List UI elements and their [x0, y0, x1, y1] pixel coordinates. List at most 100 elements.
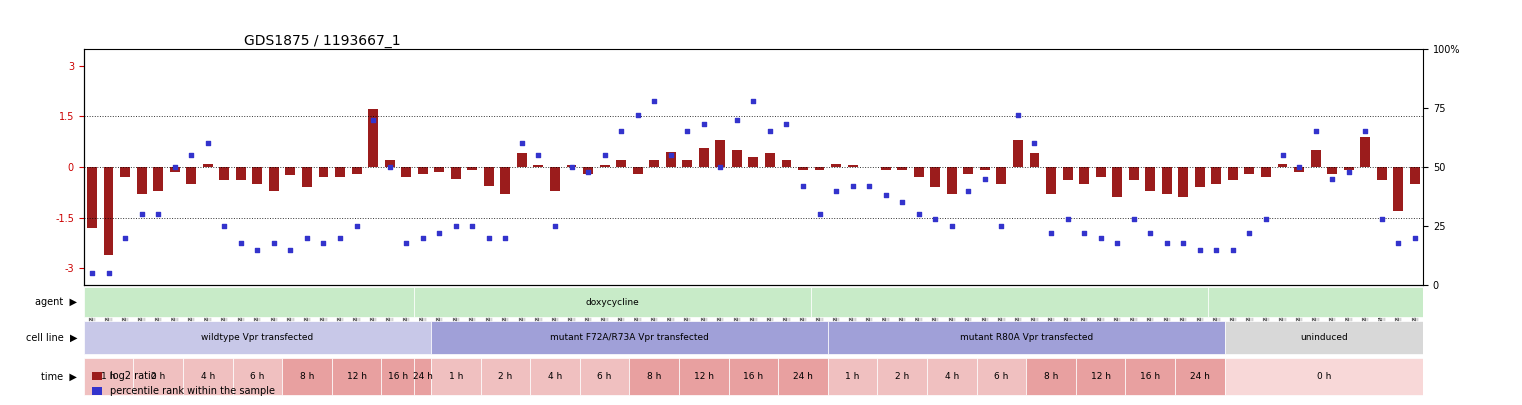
FancyBboxPatch shape [414, 358, 431, 395]
Text: 4 h: 4 h [548, 372, 562, 381]
Bar [1377, 167, 1387, 181]
Text: mutant F72A/R73A Vpr transfected: mutant F72A/R73A Vpr transfected [549, 333, 709, 342]
Point [874, 192, 898, 198]
Bar [1079, 167, 1090, 184]
FancyBboxPatch shape [481, 358, 530, 395]
Point [180, 152, 204, 158]
Bar [534, 165, 543, 167]
Point [791, 183, 816, 189]
Bar [980, 167, 989, 171]
Point [691, 121, 715, 128]
Bar [1310, 150, 1321, 167]
Bar [650, 160, 659, 167]
Point [626, 112, 650, 118]
Bar [451, 167, 461, 179]
Text: 12 h: 12 h [347, 372, 367, 381]
Bar [1062, 167, 1073, 181]
Point [1254, 216, 1278, 222]
Point [1221, 247, 1245, 253]
Point [724, 116, 749, 123]
Text: time  ▶: time ▶ [41, 372, 78, 382]
Bar [898, 167, 907, 171]
Point [1370, 216, 1394, 222]
Point [1187, 247, 1212, 253]
FancyBboxPatch shape [382, 358, 414, 395]
Point [476, 235, 501, 241]
Bar [814, 167, 825, 171]
FancyBboxPatch shape [431, 358, 481, 395]
Point [1403, 235, 1428, 241]
Point [592, 152, 616, 158]
Point [907, 211, 931, 217]
Bar [766, 153, 775, 167]
FancyBboxPatch shape [778, 358, 828, 395]
Text: 1 h: 1 h [449, 372, 463, 381]
FancyBboxPatch shape [84, 358, 134, 395]
Point [973, 175, 997, 182]
FancyBboxPatch shape [1026, 358, 1076, 395]
Text: 6 h: 6 h [597, 372, 612, 381]
Point [394, 239, 419, 246]
Bar [385, 160, 394, 167]
Point [327, 235, 352, 241]
Bar [1245, 167, 1254, 174]
Text: 0 h: 0 h [1317, 372, 1332, 381]
Bar [484, 167, 493, 185]
Text: uninduced: uninduced [1300, 333, 1348, 342]
FancyBboxPatch shape [1175, 358, 1225, 395]
Bar [1294, 167, 1304, 172]
Text: 16 h: 16 h [743, 372, 764, 381]
Bar [154, 167, 163, 191]
Point [1271, 152, 1295, 158]
Point [1320, 175, 1344, 182]
Bar [467, 167, 478, 171]
Text: wildtype Vpr transfected: wildtype Vpr transfected [201, 333, 314, 342]
Bar [1228, 167, 1237, 181]
Bar [781, 160, 791, 167]
Bar [1327, 167, 1338, 174]
Text: 24 h: 24 h [1190, 372, 1210, 381]
Bar [87, 167, 97, 228]
Point [443, 223, 467, 229]
Bar [1212, 167, 1221, 184]
Bar [318, 167, 329, 177]
Point [228, 239, 253, 246]
Text: 2 h: 2 h [498, 372, 513, 381]
Bar [253, 167, 262, 184]
Text: 2 h: 2 h [895, 372, 909, 381]
Point [924, 216, 948, 222]
FancyBboxPatch shape [332, 358, 382, 395]
Point [840, 183, 864, 189]
Bar [501, 167, 510, 194]
Bar [600, 165, 609, 167]
Point [857, 183, 881, 189]
Point [575, 168, 600, 175]
Point [1204, 247, 1228, 253]
Bar [616, 160, 626, 167]
Text: 6 h: 6 h [250, 372, 265, 381]
Text: 8 h: 8 h [647, 372, 662, 381]
Point [1088, 235, 1113, 241]
Text: GDS1875 / 1193667_1: GDS1875 / 1193667_1 [245, 34, 402, 47]
Point [279, 247, 303, 253]
Bar [402, 167, 411, 177]
Bar [633, 167, 642, 174]
FancyBboxPatch shape [729, 358, 778, 395]
Point [890, 199, 915, 206]
Point [129, 211, 154, 217]
FancyBboxPatch shape [1225, 321, 1423, 354]
FancyBboxPatch shape [580, 358, 630, 395]
Point [96, 270, 120, 277]
Point [146, 211, 170, 217]
Text: 8 h: 8 h [300, 372, 314, 381]
Bar [715, 140, 726, 167]
Point [1006, 112, 1030, 118]
Text: agent  ▶: agent ▶ [35, 297, 78, 307]
Point [1353, 128, 1377, 135]
Point [361, 116, 385, 123]
Bar [1262, 167, 1271, 177]
Bar [682, 160, 693, 167]
Text: 1 h: 1 h [102, 372, 116, 381]
Bar [1161, 167, 1172, 194]
Point [1105, 239, 1129, 246]
